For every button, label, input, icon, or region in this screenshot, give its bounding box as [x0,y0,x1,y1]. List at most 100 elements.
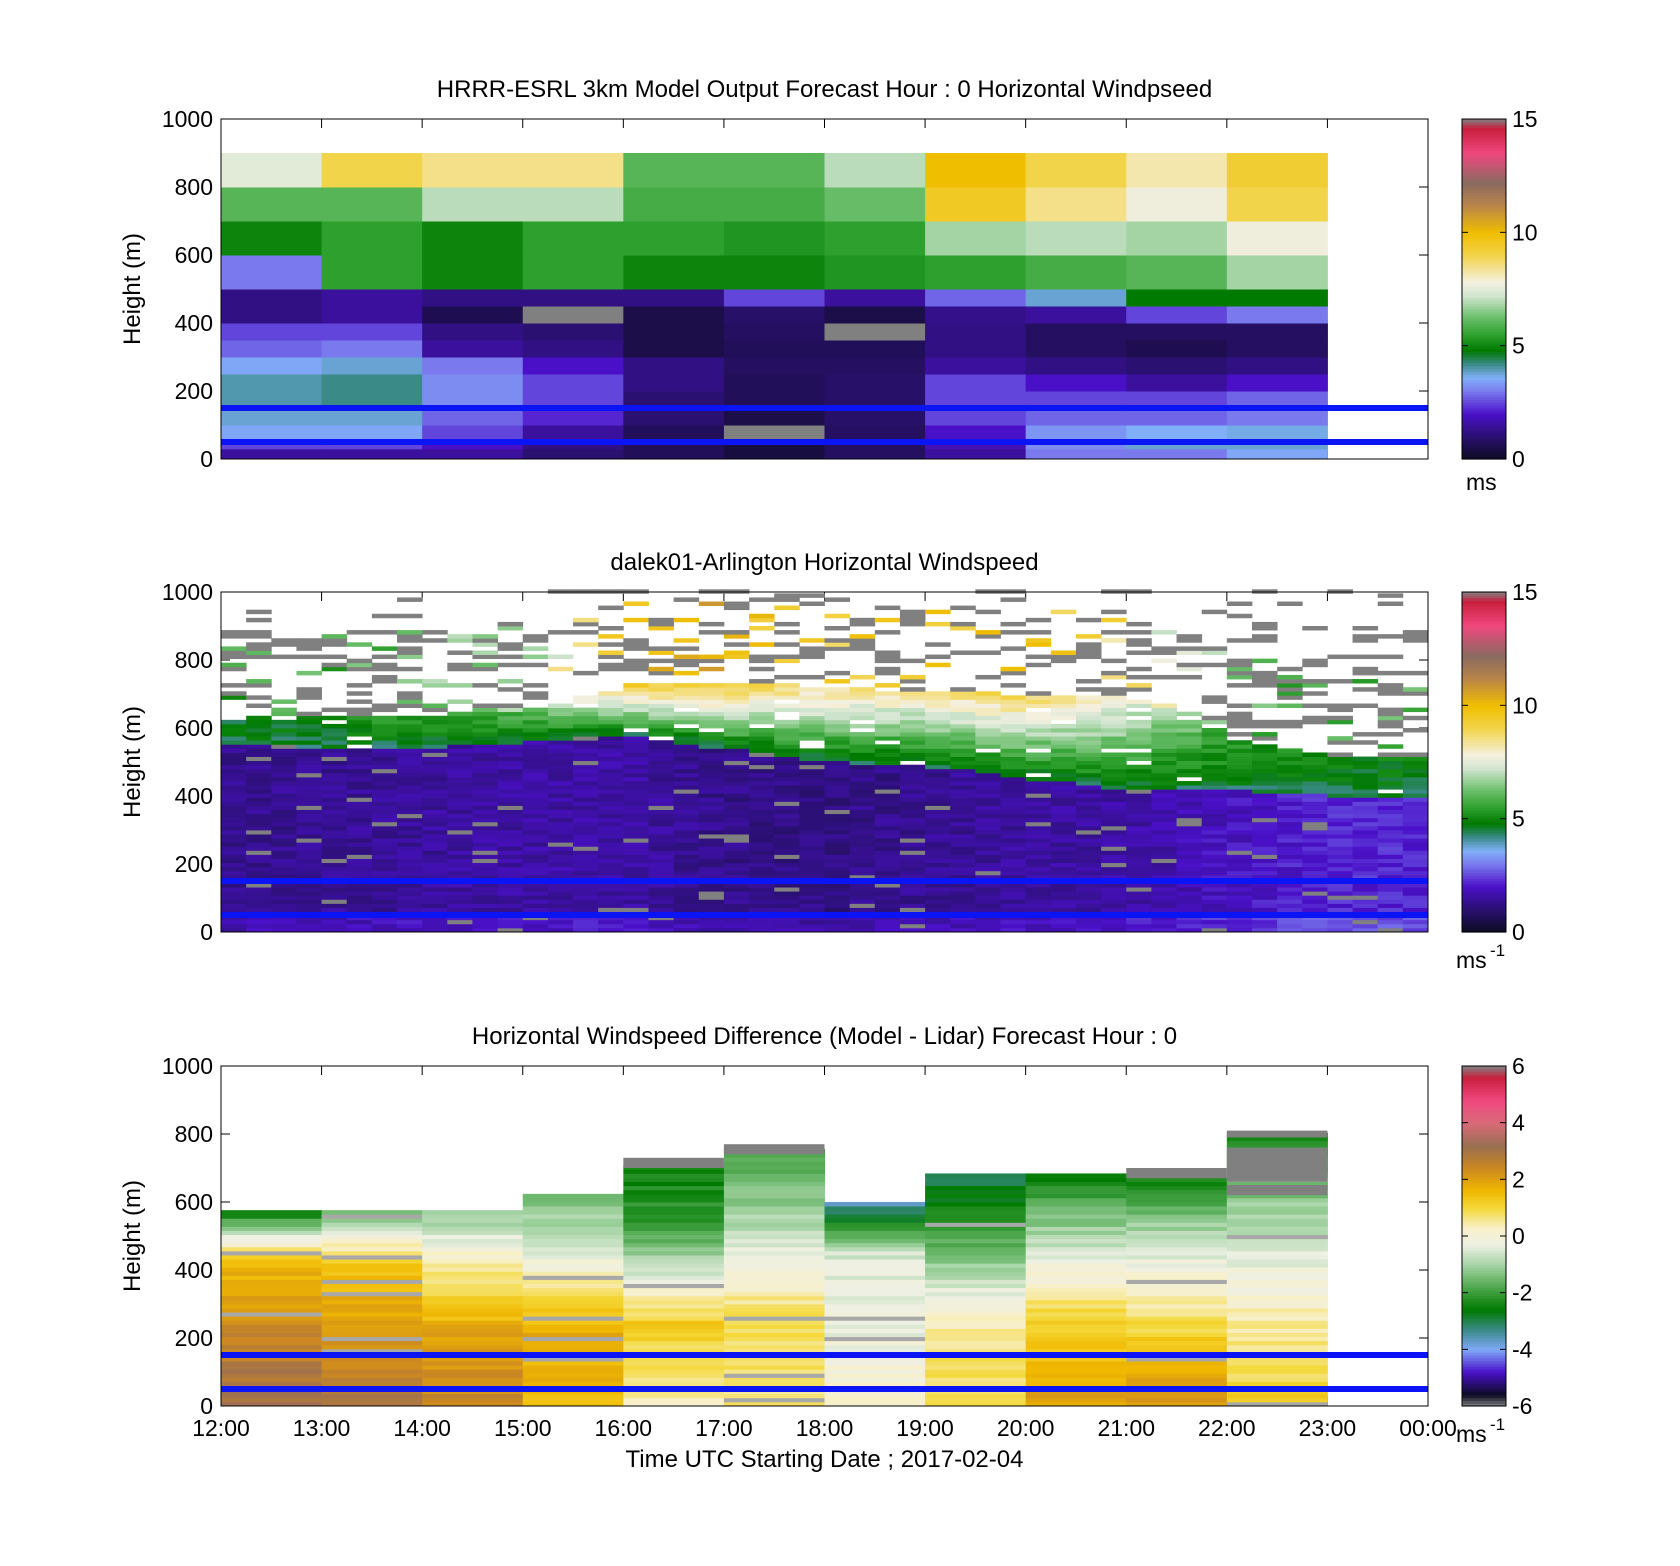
colorbar-cell [1462,883,1506,888]
heatmap-cell [799,785,825,790]
heatmap-cell [623,719,649,725]
heatmap-cell [1151,825,1177,831]
heatmap-cell [623,781,649,786]
heatmap-cell [925,289,1027,307]
heatmap-cell [723,1153,825,1158]
heatmap-cell [1025,907,1052,912]
heatmap-cell [221,1250,323,1256]
heatmap-cell [271,772,297,778]
heatmap-cell [1201,809,1228,815]
colorbar-cell [1462,263,1506,267]
heatmap-cell [1402,805,1429,810]
colorbar-cell [1462,725,1506,729]
colorbar-cell [1462,257,1506,262]
heatmap-cell [623,1271,725,1276]
heatmap-cell [925,357,1027,375]
heatmap-cell [522,732,549,737]
heatmap-cell [1000,899,1027,904]
y-tick-label: 800 [175,647,213,673]
heatmap-cell [422,740,448,745]
heatmap-cell [1126,887,1152,892]
heatmap-cell [246,821,272,827]
heatmap-cell [1050,715,1077,721]
heatmap-cell [397,870,423,876]
heatmap-cell [221,801,247,806]
heatmap-cell [321,408,423,426]
heatmap-cell [497,793,524,798]
heatmap-cell [296,789,322,794]
heatmap-cell [623,1242,725,1248]
heatmap-cell [522,711,549,717]
heatmap-cell [522,919,549,925]
heatmap-cell [497,903,524,908]
heatmap-cell [698,748,725,753]
heatmap-cell [1176,887,1203,892]
heatmap-cell [673,854,700,859]
heatmap-cell [598,666,624,672]
heatmap-cell [246,748,272,753]
colorbar-cell [1462,597,1506,602]
heatmap-cell [1201,862,1228,868]
heatmap-cell [1226,850,1253,855]
heatmap-cell [749,850,775,855]
heatmap-cell [1226,187,1328,222]
colorbar-cell [1462,317,1506,321]
heatmap-cell [1377,887,1404,892]
heatmap-cell [1402,756,1429,762]
heatmap-cell [899,744,926,749]
heatmap-cell [1352,764,1379,770]
heatmap-cell [874,858,901,864]
heatmap-cell [1126,805,1152,810]
heatmap-cell [1302,927,1328,933]
heatmap-cell [1050,830,1077,835]
heatmap-cell [522,793,549,798]
heatmap-cell [371,805,398,810]
heatmap-cell [221,923,247,929]
heatmap-cell [1277,834,1303,839]
heatmap-cell [296,927,322,933]
heatmap-cell [648,687,675,692]
heatmap-cell [1050,846,1077,851]
heatmap-cell [1025,699,1052,704]
heatmap-cell [321,772,348,778]
heatmap-cell [950,715,976,721]
heatmap-cell [598,899,624,904]
heatmap-cell [1176,781,1203,786]
heatmap-cell [447,903,473,908]
heatmap-cell [522,683,549,688]
heatmap-cell [497,732,524,737]
heatmap-cell [271,862,297,868]
heatmap-cell [522,1234,624,1240]
heatmap-cell [623,448,725,460]
heatmap-cell [296,801,322,806]
heatmap-cell [296,817,322,823]
heatmap-cell [1075,748,1102,753]
heatmap-cell [1025,1259,1127,1264]
heatmap-cell [950,883,976,888]
heatmap-cell [925,764,951,770]
heatmap-cell [799,719,825,725]
heatmap-cell [1025,1299,1127,1305]
heatmap-cell [1402,634,1429,639]
colorbar-cell [1462,631,1506,636]
heatmap-cell [321,289,423,307]
colorbar-cell [1462,1148,1506,1152]
colorbar-cell [1462,192,1506,197]
colorbar-cell [1462,801,1506,806]
heatmap-cell [1025,691,1052,696]
heatmap-cell [673,793,700,798]
heatmap-cell [1226,813,1253,819]
heatmap-cell [271,842,297,847]
heatmap-cell [1352,670,1379,676]
heatmap-cell [874,617,901,623]
heatmap-cell [1277,850,1303,855]
heatmap-cell [397,679,423,684]
heatmap-cell [1402,887,1429,892]
heatmap-cell [1176,789,1203,794]
heatmap-cell [723,858,750,864]
heatmap-cell [346,838,373,843]
heatmap-cell [1302,858,1328,864]
heatmap-cell [623,1263,725,1268]
heatmap-cell [824,870,851,876]
heatmap-cell [598,793,624,798]
